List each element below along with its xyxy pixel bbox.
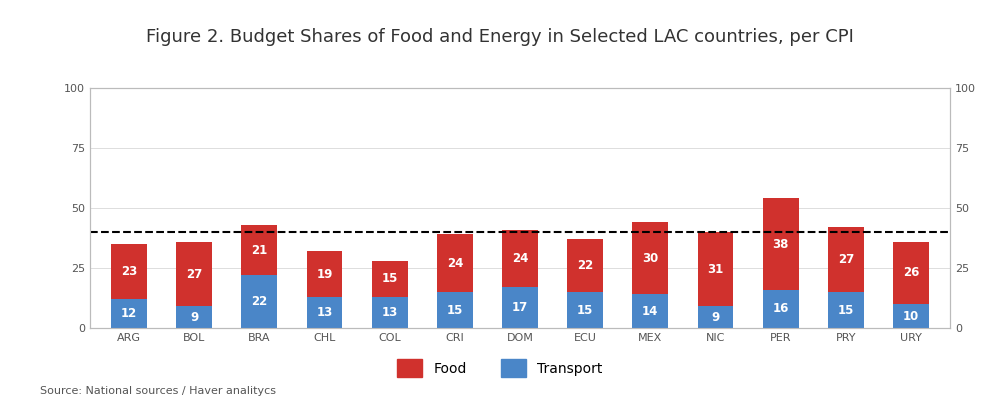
Bar xyxy=(763,198,799,290)
Bar xyxy=(698,232,733,306)
Text: 14: 14 xyxy=(642,305,658,318)
Bar xyxy=(567,292,603,328)
Bar xyxy=(893,242,929,304)
Text: 15: 15 xyxy=(447,304,463,316)
Text: 17: 17 xyxy=(512,301,528,314)
Text: 26: 26 xyxy=(903,266,919,279)
Bar xyxy=(307,297,342,328)
Bar xyxy=(437,292,473,328)
Text: 9: 9 xyxy=(711,311,720,324)
Text: 13: 13 xyxy=(382,306,398,319)
Text: 22: 22 xyxy=(251,295,268,308)
Text: 38: 38 xyxy=(772,238,789,250)
Bar xyxy=(632,294,668,328)
Bar xyxy=(828,227,864,292)
Text: 15: 15 xyxy=(382,272,398,285)
Bar xyxy=(828,292,864,328)
Text: 27: 27 xyxy=(838,253,854,266)
Text: 10: 10 xyxy=(903,310,919,322)
Text: 13: 13 xyxy=(316,306,333,319)
Text: 15: 15 xyxy=(838,304,854,316)
Bar xyxy=(372,297,408,328)
Text: 12: 12 xyxy=(121,307,137,320)
Bar xyxy=(372,261,408,297)
Text: 27: 27 xyxy=(186,268,202,280)
Bar xyxy=(567,239,603,292)
Text: 16: 16 xyxy=(772,302,789,315)
Bar xyxy=(698,306,733,328)
Text: 31: 31 xyxy=(707,263,724,276)
Text: Source: National sources / Haver analitycs: Source: National sources / Haver anality… xyxy=(40,386,276,396)
Text: 24: 24 xyxy=(512,252,528,265)
Bar xyxy=(111,244,147,299)
Bar xyxy=(632,222,668,294)
Text: 19: 19 xyxy=(316,268,333,280)
Legend: Food, Transport: Food, Transport xyxy=(397,359,603,377)
Bar xyxy=(763,290,799,328)
Bar xyxy=(111,299,147,328)
Text: 9: 9 xyxy=(190,311,198,324)
Bar xyxy=(241,275,277,328)
Bar xyxy=(437,234,473,292)
Text: 15: 15 xyxy=(577,304,593,316)
Text: 30: 30 xyxy=(642,252,658,265)
Bar xyxy=(893,304,929,328)
Bar xyxy=(176,242,212,306)
Bar xyxy=(176,306,212,328)
Text: 24: 24 xyxy=(447,257,463,270)
Bar xyxy=(502,230,538,287)
Text: 22: 22 xyxy=(577,259,593,272)
Text: 21: 21 xyxy=(251,244,268,256)
Bar xyxy=(307,251,342,297)
Text: Figure 2. Budget Shares of Food and Energy in Selected LAC countries, per CPI: Figure 2. Budget Shares of Food and Ener… xyxy=(146,28,854,46)
Bar xyxy=(502,287,538,328)
Text: 23: 23 xyxy=(121,265,137,278)
Bar xyxy=(241,225,277,275)
